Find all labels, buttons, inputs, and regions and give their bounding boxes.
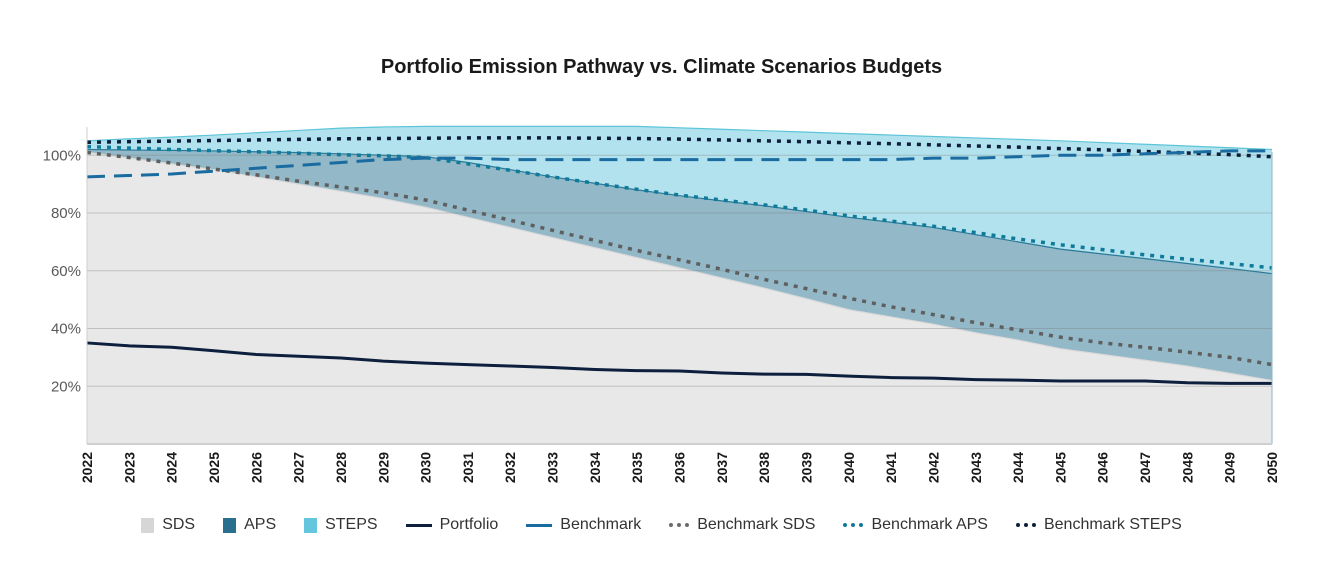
x-tick-label: 2039 [798,452,814,483]
x-tick-label: 2038 [756,452,772,483]
legend-label-benchmark-steps: Benchmark STEPS [1043,516,1182,533]
x-tick-label: 2033 [545,452,561,483]
legend-label-aps: APS [244,516,277,533]
legend-swatch-benchmark-steps [1015,523,1036,527]
x-tick-label: 2043 [968,452,984,483]
legend-swatch-benchmark-sds [669,523,690,527]
y-tick-label: 20% [51,378,81,395]
legend-item-benchmark-sds[interactable]: Benchmark SDS [669,516,815,534]
x-tick-label: 2047 [1137,452,1153,483]
x-tick-label: 2035 [629,452,645,483]
x-tick-label: 2028 [333,452,349,483]
legend-item-benchmark-steps[interactable]: Benchmark STEPS [1015,516,1182,534]
x-tick-label: 2046 [1095,452,1111,483]
x-tick-label: 2034 [587,452,603,483]
series-line-portfolio [86,341,1272,385]
y-tick-label: 40% [51,321,81,338]
legend-label-benchmark-sds: Benchmark SDS [697,516,816,533]
legend-label-portfolio: Portfolio [439,516,499,533]
legend-label-steps: STEPS [325,516,378,533]
legend-swatch-portfolio [405,523,432,527]
x-tick-label: 2037 [714,452,730,483]
x-tick-label: 2023 [121,452,137,483]
legend-swatch-aps [223,517,237,533]
legend-item-steps[interactable]: STEPS [304,516,378,534]
x-tick-label: 2048 [1179,452,1195,483]
legend-label-benchmark: Benchmark [560,516,642,533]
series-line-benchmark-steps [86,136,1273,159]
series-line-benchmark-aps [86,144,1273,270]
x-tick-label: 2027 [291,452,307,483]
area-sds [87,152,1272,445]
legend-swatch-steps [304,517,318,533]
legend-item-aps[interactable]: APS [223,516,276,534]
y-tick-label: 100% [43,147,81,164]
legend-item-benchmark[interactable]: Benchmark [526,516,641,534]
x-tick-label: 2029 [375,452,391,483]
legend-swatch-sds [141,517,155,533]
series-line-benchmark-sds [86,150,1273,367]
x-tick-label: 2030 [418,452,434,483]
area-edge-steps [86,125,1273,151]
legend-label-sds: SDS [162,516,196,533]
x-tick-label: 2026 [248,452,264,483]
y-tick-label: 60% [51,263,81,280]
x-tick-label: 2024 [164,452,180,483]
series-line-benchmark [86,149,1272,179]
legend-item-portfolio[interactable]: Portfolio [405,516,499,534]
x-tick-label: 2045 [1052,452,1068,483]
chart-title: Portfolio Emission Pathway vs. Climate S… [380,56,943,78]
legend: SDS APS STEPS Portfolio Benchmark Benchm… [0,516,1323,534]
x-tick-label: 2032 [502,452,518,483]
x-tick-label: 2050 [1264,452,1280,483]
x-tick-label: 2049 [1222,452,1238,483]
legend-item-sds[interactable]: SDS [141,516,195,534]
legend-swatch-benchmark-aps [843,523,864,527]
legend-item-benchmark-aps[interactable]: Benchmark APS [843,516,988,534]
x-tick-label: 2042 [925,452,941,483]
y-tick-label: 80% [51,205,81,222]
x-tick-label: 2041 [883,452,899,483]
x-tick-label: 2022 [79,452,95,483]
x-tick-label: 2025 [206,452,222,483]
area-edge-sds [86,151,1273,382]
x-tick-label: 2044 [1010,452,1026,483]
area-edge-aps [86,148,1273,275]
legend-label-benchmark-aps: Benchmark APS [871,516,988,533]
legend-swatch-benchmark [526,523,553,527]
x-tick-label: 2036 [672,452,688,483]
x-tick-label: 2040 [841,452,857,483]
x-tick-label: 2031 [460,452,476,483]
